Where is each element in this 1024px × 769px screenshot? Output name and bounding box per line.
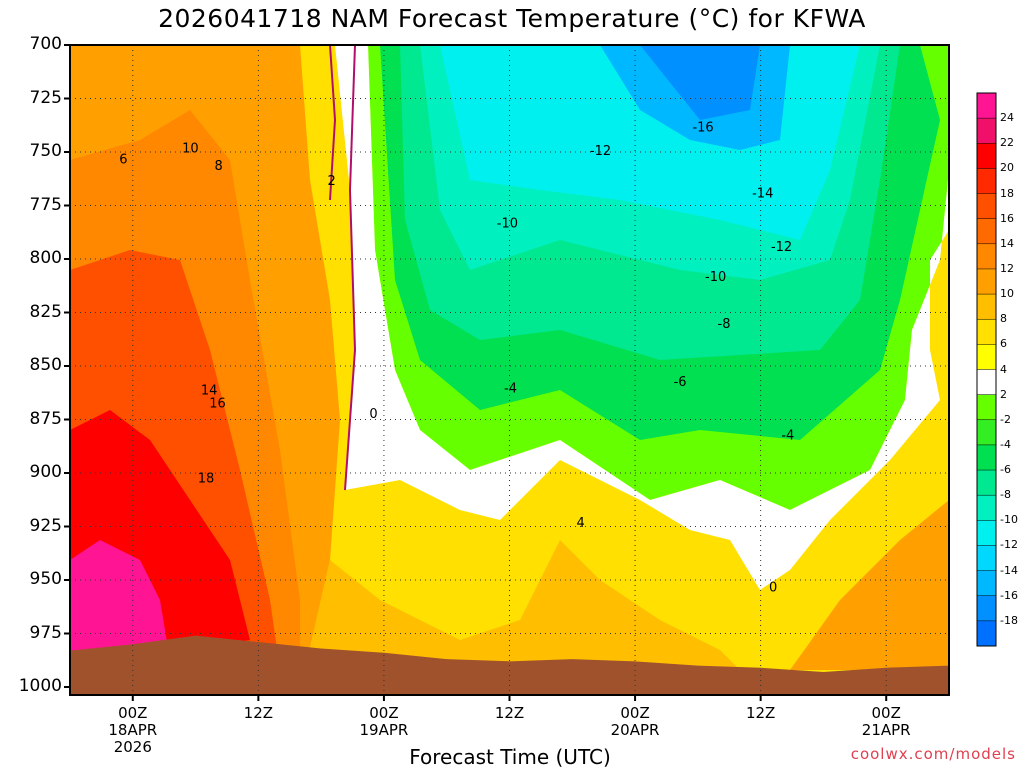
- contour-label: 6: [119, 152, 127, 167]
- colorbar-label: 12: [1000, 261, 1014, 275]
- colorbar-label: -8: [1000, 488, 1011, 502]
- band-warm-orange-lower: [305, 540, 740, 670]
- grid-lines: [70, 45, 949, 695]
- x-ticks: [131, 695, 888, 701]
- y-tick-label: 875: [29, 408, 62, 429]
- colorbar-label: 22: [1000, 136, 1014, 150]
- contour-label: -8: [718, 317, 731, 332]
- x-tick-label: 00Z 21APR: [861, 704, 911, 739]
- colorbar-label: -2: [1000, 412, 1011, 426]
- colorbar-swatch: [977, 243, 996, 270]
- contour-label: 0: [769, 580, 777, 595]
- colorbar-swatch: [977, 294, 996, 320]
- colorbar-label: -18: [1000, 613, 1018, 627]
- colorbar-swatch: [977, 118, 996, 144]
- colorbar-swatch: [977, 495, 996, 521]
- colorbar-label: 24: [1000, 111, 1014, 125]
- contour-label: 10: [182, 142, 199, 157]
- contour-label: -12: [590, 144, 611, 159]
- colorbar-label: -6: [1000, 463, 1011, 477]
- x-tick-label: 12Z: [243, 704, 274, 722]
- y-ticks: [64, 44, 70, 688]
- contour-label: 8: [214, 159, 222, 174]
- y-tick-label: 800: [29, 248, 62, 268]
- y-tick-label: 900: [29, 462, 62, 482]
- band-cold-blue: [640, 45, 760, 120]
- contour-label: 0: [369, 407, 377, 422]
- colorbar-swatch: [977, 143, 996, 169]
- colorbar-swatch: [977, 419, 996, 446]
- contour-label: 4: [577, 516, 585, 531]
- y-tick-label: 775: [29, 194, 62, 215]
- y-tick-label: 825: [29, 301, 62, 322]
- colorbar-swatch: [977, 268, 996, 295]
- contour-label: -14: [752, 187, 773, 202]
- colorbar-label: 20: [1000, 161, 1014, 175]
- colorbar-swatch: [977, 193, 996, 220]
- freezing-contour: [329, 45, 357, 491]
- colorbar-swatch: [977, 394, 996, 421]
- x-tick-label: 00Z 18APR 2026: [108, 704, 158, 756]
- colorbar-label: 16: [1000, 211, 1014, 225]
- colorbar-label: 8: [1000, 312, 1007, 326]
- x-tick-label: 12Z: [745, 704, 776, 722]
- colorbar-swatch: [977, 520, 996, 546]
- colorbar-label: -10: [1000, 513, 1018, 527]
- colorbar-label: 6: [1000, 337, 1007, 351]
- colorbar-label: 10: [1000, 287, 1014, 301]
- colorbar-label: 14: [1000, 236, 1014, 250]
- credit-text: coolwx.com/models: [850, 745, 1016, 763]
- colorbar-swatch: [977, 444, 996, 471]
- y-tick-label: 925: [29, 515, 62, 536]
- colorbar-swatch: [977, 545, 996, 572]
- contour-label: -16: [692, 120, 713, 135]
- x-tick-label: 00Z 20APR: [610, 704, 660, 739]
- y-tick-label: 975: [29, 622, 62, 643]
- contour-label: 16: [209, 396, 226, 411]
- colorbar-label: -4: [1000, 437, 1011, 451]
- contour-label: 14: [201, 384, 218, 399]
- y-tick-label: 950: [29, 569, 62, 589]
- colorbar-swatch: [977, 570, 996, 597]
- colorbar-label: -16: [1000, 588, 1018, 602]
- band-warm-pink: [70, 540, 170, 670]
- contour-label: -6: [674, 375, 687, 390]
- colorbar-swatch: [977, 319, 996, 345]
- band-warm-orange-right: [790, 500, 949, 670]
- contour-label: -10: [497, 217, 518, 232]
- y-tick-label: 750: [29, 141, 62, 161]
- x-axis-title: Forecast Time (UTC): [409, 745, 611, 769]
- contour-label: -10: [705, 270, 726, 285]
- y-tick-label: 1000: [18, 676, 62, 696]
- colorbar-swatch: [977, 218, 996, 245]
- contour-label: 2: [327, 174, 335, 189]
- colorbar-swatch: [977, 470, 996, 496]
- y-tick-label: 725: [29, 87, 62, 108]
- contour-label: -12: [771, 240, 792, 255]
- colorbar-label: 18: [1000, 186, 1014, 200]
- contour-label: -4: [781, 428, 794, 443]
- colorbar-label: 2: [1000, 387, 1007, 401]
- x-tick-label: 12Z: [494, 704, 525, 722]
- chart-title: 2026041718 NAM Forecast Temperature (°C)…: [158, 4, 866, 33]
- y-tick-label: 850: [29, 355, 62, 375]
- colorbar-swatch: [977, 369, 996, 396]
- colorbar: [976, 92, 997, 647]
- colorbar-label: -14: [1000, 563, 1018, 577]
- colorbar-swatch: [977, 620, 996, 647]
- contour-label: -4: [504, 381, 517, 396]
- contour-label: 18: [198, 471, 215, 486]
- colorbar-swatch: [977, 93, 996, 119]
- colorbar-label: -12: [1000, 538, 1018, 552]
- colorbar-swatch: [977, 344, 996, 370]
- colorbar-label: 4: [1000, 362, 1007, 376]
- colorbar-swatch: [977, 168, 996, 195]
- y-tick-label: 700: [29, 34, 62, 54]
- x-tick-label: 00Z 19APR: [359, 704, 409, 739]
- colorbar-swatch: [977, 595, 996, 622]
